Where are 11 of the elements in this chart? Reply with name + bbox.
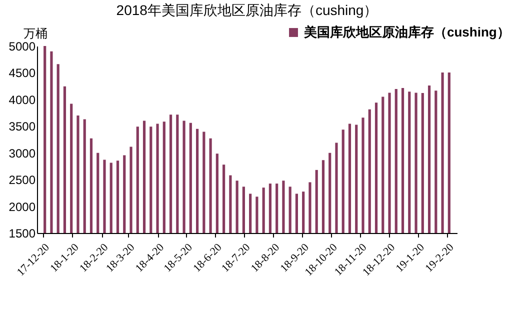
y-tick-label: 3000 — [8, 146, 36, 160]
y-axis-title: 万桶 — [24, 26, 48, 40]
y-tick-label: 5000 — [8, 40, 36, 54]
legend-label: 美国库欣地区原油库存（cushing） — [303, 24, 510, 40]
y-tick-label: 4000 — [8, 92, 36, 107]
y-tick-label: 3500 — [8, 120, 36, 134]
y-tick-label: 1500 — [8, 226, 36, 240]
y-tick-label: 2500 — [8, 173, 36, 188]
y-tick-label: 2000 — [8, 200, 36, 214]
y-tick-label: 4500 — [8, 66, 36, 80]
chart-title: 2018年美国库欣地区原油库存（cushing） — [116, 2, 378, 18]
